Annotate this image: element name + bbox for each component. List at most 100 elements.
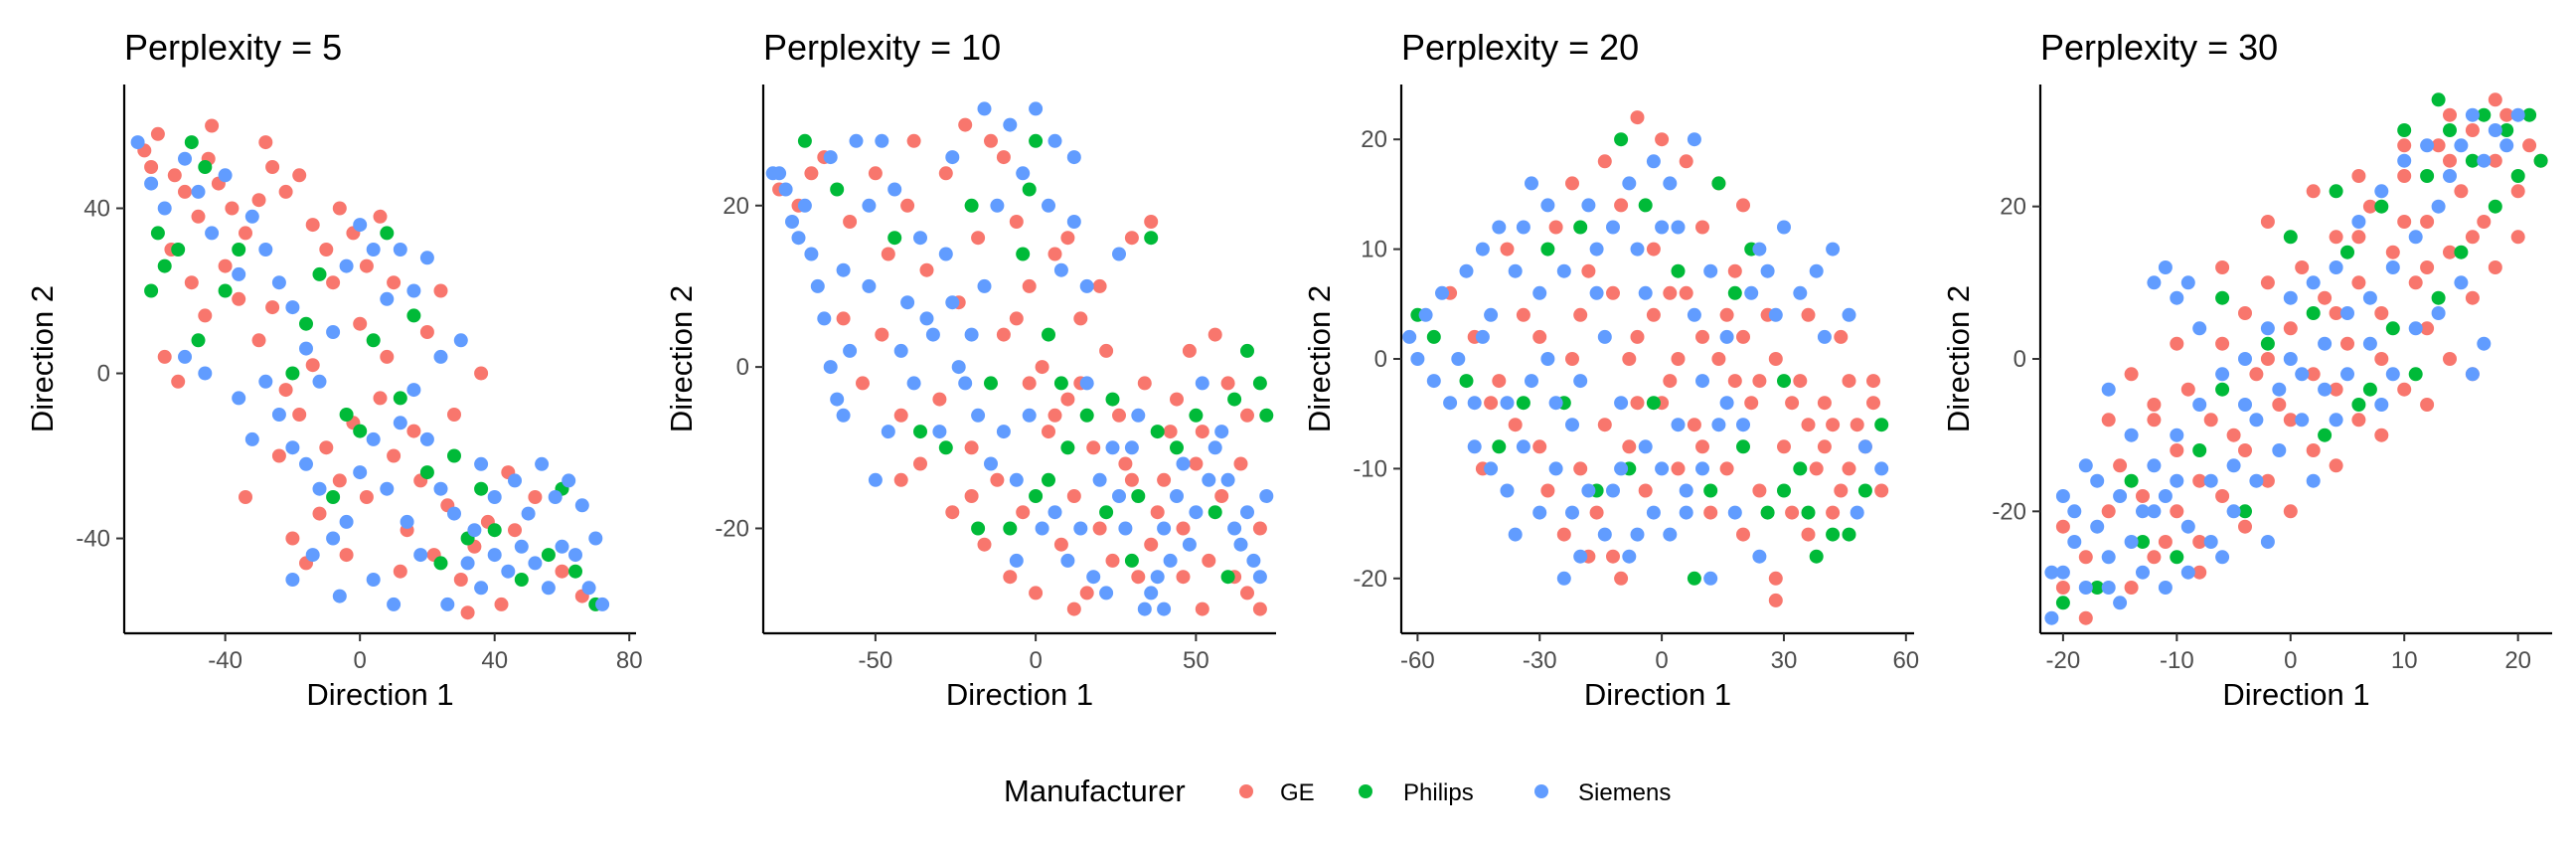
point-siemens-49 [521, 506, 536, 521]
point-ge-45 [171, 374, 186, 389]
point-ge-53 [2443, 352, 2457, 366]
point-ge-41 [2170, 504, 2184, 519]
point-ge-13 [305, 218, 320, 233]
point-ge-27 [278, 383, 293, 398]
point-philips-29 [2215, 290, 2230, 305]
point-siemens-35 [433, 481, 448, 496]
x-tick-label: 10 [2391, 647, 2418, 674]
point-ge-72 [1842, 461, 1856, 476]
point-siemens-11 [285, 300, 300, 315]
point-siemens-9 [2147, 458, 2162, 473]
x-tick-label: -60 [1400, 647, 1435, 674]
point-siemens-27 [326, 531, 341, 546]
point-siemens-37 [1719, 329, 1734, 344]
point-ge-71 [2283, 504, 2298, 519]
point-philips-30 [913, 425, 927, 439]
point-ge-5 [2147, 413, 2162, 428]
point-siemens-58 [2295, 413, 2310, 428]
point-ge-31 [1240, 408, 1254, 423]
point-ge-38 [932, 392, 947, 407]
point-ge-57 [1182, 343, 1197, 358]
point-siemens-12 [875, 133, 889, 148]
point-ge-44 [157, 349, 172, 364]
point-siemens-21 [2283, 290, 2298, 305]
point-siemens-0 [1402, 329, 1417, 344]
point-siemens-7 [823, 360, 838, 375]
point-siemens-38 [1208, 440, 1222, 455]
point-siemens-2 [2067, 535, 2082, 549]
point-ge-76 [1727, 374, 1742, 389]
point-ge-69 [1768, 593, 1783, 607]
point-siemens-13 [1525, 374, 1538, 389]
point-ge-4 [868, 166, 883, 181]
point-philips-19 [1259, 408, 1274, 423]
point-ge-4 [2136, 489, 2150, 503]
point-ge-74 [1532, 329, 1547, 344]
point-siemens-25 [1622, 176, 1637, 191]
point-philips-22 [144, 283, 159, 298]
point-siemens-6 [817, 311, 832, 326]
point-siemens-24 [1614, 396, 1629, 411]
point-siemens-9 [1492, 220, 1507, 235]
point-ge-11 [984, 133, 998, 148]
point-ge-0 [2055, 581, 2070, 595]
point-ge-1 [150, 126, 165, 141]
point-siemens-77 [2329, 413, 2343, 428]
point-siemens-15 [2215, 367, 2230, 382]
series-ge [772, 117, 1267, 616]
point-siemens-44 [1793, 285, 1808, 300]
x-axis-title: Direction 1 [946, 677, 1093, 712]
point-siemens-36 [1182, 537, 1197, 552]
point-ge-3 [843, 215, 858, 229]
point-ge-40 [964, 440, 979, 455]
point-philips-27 [1144, 231, 1159, 246]
point-ge-3 [1500, 242, 1515, 257]
point-ge-67 [2329, 458, 2343, 473]
x-tick-label: -40 [208, 647, 242, 674]
point-siemens-3 [2078, 581, 2093, 595]
point-ge-71 [1614, 571, 1629, 586]
point-siemens-73 [2306, 473, 2321, 488]
legend-item-ge: GE [1239, 779, 1315, 806]
point-siemens-36 [447, 506, 461, 521]
point-philips-1 [157, 258, 172, 273]
point-ge-12 [1646, 242, 1661, 257]
point-ge-20 [2318, 290, 2333, 305]
point-ge-73 [1240, 586, 1254, 601]
point-siemens-52 [2158, 581, 2173, 595]
point-philips-28 [1220, 570, 1235, 585]
point-siemens-70 [467, 523, 482, 538]
point-siemens-34 [1157, 521, 1172, 536]
point-philips-20 [1842, 527, 1856, 542]
point-ge-10 [265, 160, 280, 174]
x-tick-label: -30 [1523, 647, 1557, 674]
point-siemens-60 [1614, 461, 1629, 476]
point-siemens-8 [1484, 307, 1499, 322]
point-philips-16 [447, 448, 461, 463]
point-philips-2 [2136, 535, 2150, 549]
point-ge-32 [1252, 521, 1267, 536]
point-philips-1 [1426, 329, 1441, 344]
point-ge-3 [2113, 458, 2128, 473]
point-ge-9 [2192, 473, 2207, 488]
point-siemens-4 [2090, 519, 2105, 534]
point-siemens-67 [2465, 367, 2480, 382]
point-ge-24 [1842, 374, 1856, 389]
point-siemens-27 [1066, 215, 1081, 229]
point-siemens-39 [1736, 418, 1750, 432]
point-ge-57 [2124, 367, 2139, 382]
point-siemens-42 [1760, 263, 1775, 278]
point-philips-27 [2170, 550, 2184, 565]
point-ge-33 [836, 311, 851, 326]
point-siemens-4 [191, 184, 206, 199]
point-ge-17 [1727, 263, 1742, 278]
point-philips-30 [2362, 382, 2377, 397]
point-philips-16 [1227, 392, 1242, 407]
point-philips-7 [1042, 472, 1055, 487]
point-ge-5 [1532, 439, 1547, 454]
point-philips-9 [2318, 428, 2333, 442]
point-siemens-25 [1042, 198, 1055, 213]
point-siemens-9 [258, 243, 273, 257]
point-siemens-79 [1850, 505, 1864, 520]
